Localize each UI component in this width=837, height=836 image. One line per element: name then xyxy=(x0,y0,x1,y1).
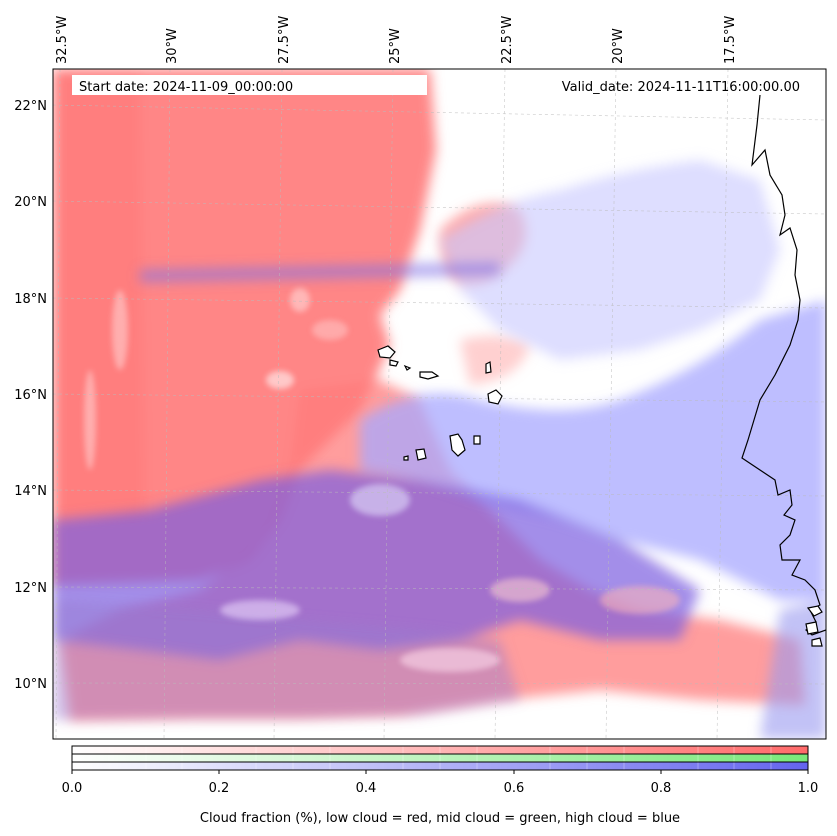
lat-tick: 22°N xyxy=(14,99,47,114)
lat-tick: 12°N xyxy=(14,581,47,596)
lat-tick: 14°N xyxy=(14,484,47,499)
map-panel xyxy=(53,69,826,739)
lat-tick: 16°N xyxy=(14,388,47,403)
colorbar: 0.0 0.2 0.4 0.6 0.8 1.0 Cloud fraction (… xyxy=(62,745,819,826)
colorbar-tick: 0.0 xyxy=(62,781,83,796)
graticule xyxy=(53,69,826,739)
lat-tick: 18°N xyxy=(14,292,47,307)
colorbar-label: Cloud fraction (%), low cloud = red, mid… xyxy=(200,811,680,826)
lon-tick: 25°W xyxy=(388,28,403,64)
lon-tick: 32.5°W xyxy=(55,16,70,64)
lon-tick: 20°W xyxy=(611,28,626,64)
latitude-ticks: 22°N 20°N 18°N 16°N 14°N 12°N 10°N xyxy=(14,99,47,692)
lat-tick: 10°N xyxy=(14,677,47,692)
colorbar-tick: 0.2 xyxy=(209,781,230,796)
lon-tick: 22.5°W xyxy=(500,16,515,64)
longitude-ticks: 32.5°W 30°W 27.5°W 25°W 22.5°W 20°W 17.5… xyxy=(55,16,738,64)
lon-tick: 27.5°W xyxy=(277,16,292,64)
map-frame xyxy=(52,68,827,740)
valid-date-label: Valid_date: 2024-11-11T16:00:00.00 xyxy=(562,80,800,95)
colorbar-tick: 1.0 xyxy=(798,781,819,796)
colorbar-tick: 0.6 xyxy=(504,781,525,796)
high-cloud-field xyxy=(53,160,826,739)
cloud-texture xyxy=(84,288,680,672)
lon-tick: 30°W xyxy=(165,28,180,64)
lat-tick: 20°N xyxy=(14,195,47,210)
islands xyxy=(377,345,823,647)
start-date-label: Start date: 2024-11-09_00:00:00 xyxy=(79,80,293,95)
lon-tick: 17.5°W xyxy=(723,16,738,64)
colorbar-tick: 0.8 xyxy=(651,781,672,796)
coastline xyxy=(741,94,826,636)
colorbar-tick: 0.4 xyxy=(356,781,377,796)
